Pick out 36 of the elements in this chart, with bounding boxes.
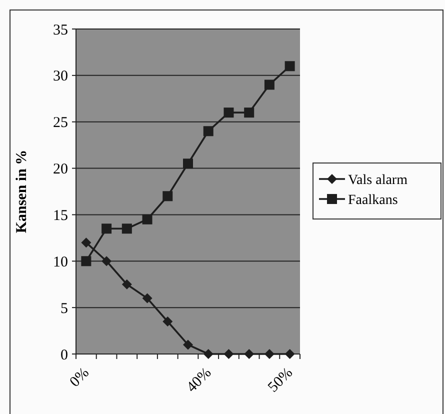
point	[183, 340, 193, 350]
point	[102, 224, 112, 234]
point	[102, 256, 112, 266]
point	[244, 108, 254, 118]
y-tick-label: 0	[60, 347, 68, 364]
x-tick-label: 50%	[265, 364, 296, 396]
point	[284, 349, 295, 359]
point	[142, 293, 152, 304]
y-tick-label: 20	[53, 162, 68, 178]
legend-label: Vals alarm	[348, 172, 408, 188]
point	[284, 61, 295, 72]
point	[224, 349, 234, 359]
y-tick-label: 35	[53, 22, 68, 38]
point	[244, 349, 254, 359]
point	[224, 108, 234, 118]
y-tick-label: 15	[53, 208, 68, 224]
point	[264, 80, 274, 90]
y-tick-label: 25	[53, 115, 68, 132]
point	[203, 126, 214, 136]
point	[162, 191, 173, 202]
y-tick-label: 5	[60, 300, 68, 317]
point	[142, 214, 152, 224]
point	[162, 316, 173, 326]
point	[122, 224, 132, 234]
point	[183, 158, 193, 169]
point	[122, 279, 132, 290]
point	[203, 349, 214, 359]
y-axis-title: Kansen in %	[14, 150, 30, 234]
y-tick-label: 10	[53, 254, 68, 270]
point	[81, 238, 92, 248]
x-tick-label: 40%	[184, 364, 215, 396]
y-tick-label: 30	[53, 68, 68, 85]
point	[264, 349, 274, 359]
legend-label: Faalkans	[348, 192, 398, 208]
x-tick-label: 0%	[66, 364, 92, 390]
point	[81, 256, 92, 266]
